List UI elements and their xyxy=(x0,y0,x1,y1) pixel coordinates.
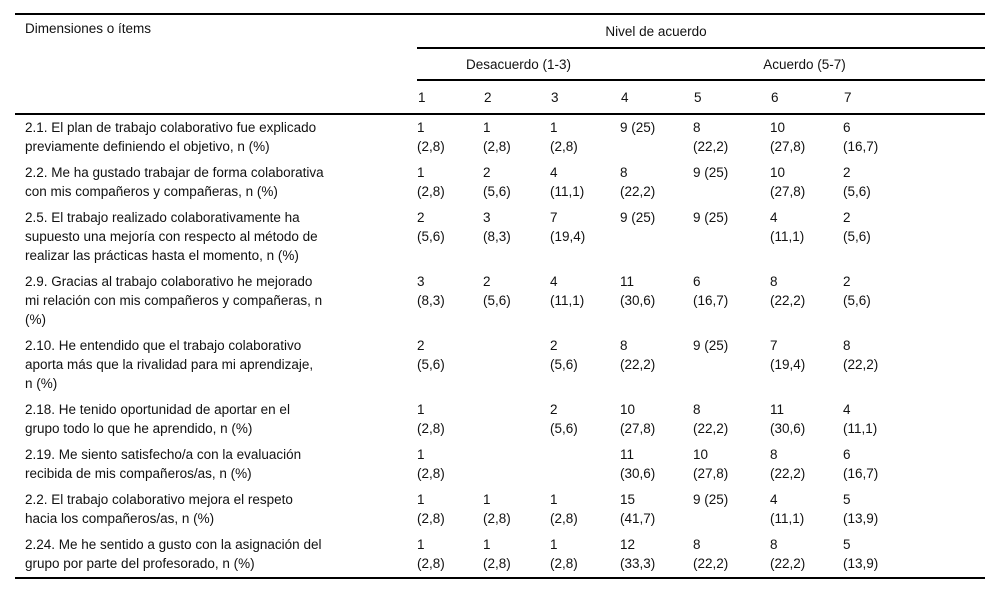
value-cell: 1 (2,8) xyxy=(417,447,445,481)
scale-header-4: 4 xyxy=(620,80,693,115)
value-cell: 3 (8,3) xyxy=(417,274,445,308)
column-header-nivel-de-acuerdo: Nivel de acuerdo xyxy=(417,14,986,49)
table-row: 2.2. Me ha gustado trabajar de forma col… xyxy=(15,160,985,205)
header-row-1: Dimensiones o ítems Nivel de acuerdo xyxy=(15,14,986,115)
value-cell: 4 (11,1) xyxy=(770,210,805,244)
value-cell xyxy=(483,333,550,397)
item-label: 2.5. El trabajo realizado colaborativame… xyxy=(25,210,318,263)
value-cell: 6 (16,7) xyxy=(843,447,879,481)
value-cell: 15 (41,7) xyxy=(620,492,656,526)
value-cell: 1 (2,8) xyxy=(483,537,511,571)
value-cell: 4 (11,1) xyxy=(550,274,585,308)
value-cell xyxy=(483,397,550,442)
value-cell: 4 (11,1) xyxy=(843,402,878,436)
table-row: 2.1. El plan de trabajo colaborativo fue… xyxy=(15,114,985,160)
scale-header-1: 1 xyxy=(417,80,483,115)
item-label: 2.10. He entendido que el trabajo colabo… xyxy=(25,338,314,391)
scale-header-5: 5 xyxy=(693,80,770,115)
value-cell: 6 (16,7) xyxy=(843,120,879,154)
value-cell: 5 (13,9) xyxy=(843,537,879,571)
table-row: 2.19. Me siento satisfecho/a con la eval… xyxy=(15,442,985,487)
item-label: 2.19. Me siento satisfecho/a con la eval… xyxy=(25,447,302,481)
value-cell: 2 (5,6) xyxy=(550,402,578,436)
scale-header-7: 7 xyxy=(843,80,986,115)
value-cell: 9 (25) xyxy=(693,210,729,225)
value-cell: 1 (2,8) xyxy=(417,537,445,571)
scale-header-6: 6 xyxy=(770,80,843,115)
value-cell: 8 (22,2) xyxy=(693,120,729,154)
value-cell: 2 (5,6) xyxy=(483,165,511,199)
value-cell: 11 (30,6) xyxy=(620,447,656,481)
value-cell: 4 (11,1) xyxy=(770,492,805,526)
column-header-acuerdo: Acuerdo (5-7) xyxy=(693,48,986,81)
value-cell: 10 (27,8) xyxy=(693,447,729,481)
value-cell: 1 (2,8) xyxy=(550,492,578,526)
value-cell: 10 (27,8) xyxy=(620,402,656,436)
column-header-desacuerdo: Desacuerdo (1-3) xyxy=(417,48,620,81)
value-cell: 8 (22,2) xyxy=(620,338,656,372)
value-cell: 1 (2,8) xyxy=(550,120,578,154)
table-body: 2.1. El plan de trabajo colaborativo fue… xyxy=(15,114,985,578)
scale-header-3: 3 xyxy=(550,80,620,115)
value-cell: 2 (5,6) xyxy=(843,274,871,308)
value-cell: 9 (25) xyxy=(693,338,729,353)
value-cell: 2 (5,6) xyxy=(550,338,578,372)
value-cell xyxy=(483,442,550,487)
value-cell: 4 (11,1) xyxy=(550,165,585,199)
value-cell: 8 (22,2) xyxy=(620,165,656,199)
table-row: 2.18. He tenido oportunidad de aportar e… xyxy=(15,397,985,442)
value-cell: 5 (13,9) xyxy=(843,492,879,526)
header-row-2: Desacuerdo (1-3) Acuerdo (5-7) xyxy=(15,48,986,81)
item-label: 2.1. El plan de trabajo colaborativo fue… xyxy=(25,120,317,154)
value-cell: 1 (2,8) xyxy=(550,537,578,571)
item-label: 2.24. Me he sentido a gusto con la asign… xyxy=(25,537,322,571)
value-cell: 8 (22,2) xyxy=(770,537,806,571)
column-header-spacer xyxy=(620,48,693,81)
column-header-dimensiones: Dimensiones o ítems xyxy=(15,14,417,115)
value-cell: 9 (25) xyxy=(620,210,656,225)
value-cell: 3 (8,3) xyxy=(483,210,511,244)
value-cell: 7 (19,4) xyxy=(770,338,806,372)
value-cell: 2 (5,6) xyxy=(843,165,871,199)
value-cell xyxy=(550,442,620,487)
table-row: 2.5. El trabajo realizado colaborativame… xyxy=(15,205,985,269)
value-cell: 7 (19,4) xyxy=(550,210,586,244)
value-cell: 12 (33,3) xyxy=(620,537,656,571)
table-row: 2.24. Me he sentido a gusto con la asign… xyxy=(15,532,985,578)
item-label: 2.2. Me ha gustado trabajar de forma col… xyxy=(25,165,324,199)
value-cell: 8 (22,2) xyxy=(843,338,879,372)
item-label: 2.18. He tenido oportunidad de aportar e… xyxy=(25,402,290,436)
value-cell: 8 (22,2) xyxy=(770,447,806,481)
value-cell: 8 (22,2) xyxy=(693,537,729,571)
table-row: 2.10. He entendido que el trabajo colabo… xyxy=(15,333,985,397)
table-row: 2.9. Gracias al trabajo colaborativo he … xyxy=(15,269,985,333)
value-cell: 2 (5,6) xyxy=(483,274,511,308)
value-cell: 1 (2,8) xyxy=(417,492,445,526)
item-label: 2.9. Gracias al trabajo colaborativo he … xyxy=(25,274,323,327)
value-cell: 2 (5,6) xyxy=(417,338,445,372)
value-cell: 9 (25) xyxy=(693,492,729,507)
value-cell: 8 (22,2) xyxy=(770,274,806,308)
value-cell: 9 (25) xyxy=(693,165,729,180)
value-cell: 1 (2,8) xyxy=(417,402,445,436)
value-cell: 6 (16,7) xyxy=(693,274,729,308)
value-cell: 8 (22,2) xyxy=(693,402,729,436)
value-cell: 2 (5,6) xyxy=(843,210,871,244)
value-cell: 9 (25) xyxy=(620,120,656,135)
item-label: 2.2. El trabajo colaborativo mejora el r… xyxy=(25,492,293,526)
value-cell: 1 (2,8) xyxy=(483,120,511,154)
value-cell: 10 (27,8) xyxy=(770,165,806,199)
value-cell: 1 (2,8) xyxy=(417,120,445,154)
value-cell: 11 (30,6) xyxy=(770,402,806,436)
value-cell: 10 (27,8) xyxy=(770,120,806,154)
value-cell: 11 (30,6) xyxy=(620,274,656,308)
value-cell: 1 (2,8) xyxy=(417,165,445,199)
value-cell: 2 (5,6) xyxy=(417,210,445,244)
table-row: 2.2. El trabajo colaborativo mejora el r… xyxy=(15,487,985,532)
results-table: Dimensiones o ítems Nivel de acuerdo Des… xyxy=(15,13,986,579)
value-cell: 1 (2,8) xyxy=(483,492,511,526)
scale-header-2: 2 xyxy=(483,80,550,115)
